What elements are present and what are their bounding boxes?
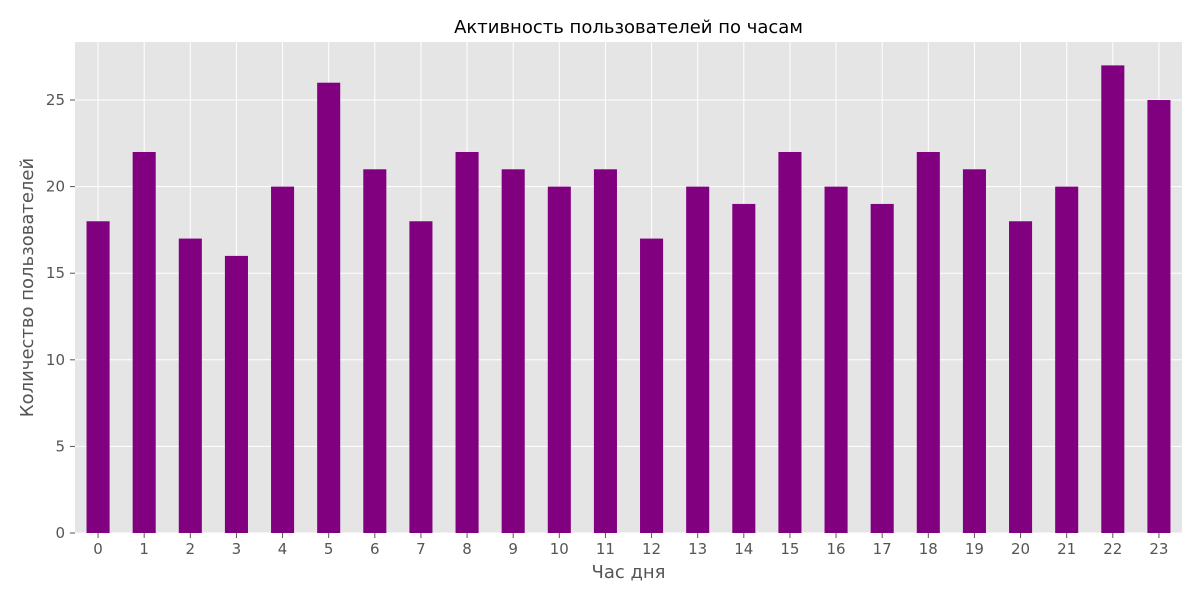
plot-area: [75, 42, 1182, 533]
x-axis-ticks: 0 1 2 3 4 5 6 7 8 9 10 11 12 13 14 15 16 17 18 19 20 21 22 23: [93, 533, 1168, 558]
x-tick-label: 10: [550, 540, 569, 558]
y-tick-label: 20: [46, 178, 65, 196]
bar: [409, 221, 433, 533]
x-tick-label: 12: [642, 540, 661, 558]
bar: [86, 221, 110, 533]
y-axis-label: Количество пользователей: [17, 158, 38, 417]
x-tick-label: 11: [596, 540, 615, 558]
x-tick-label: 13: [688, 540, 707, 558]
bar: [732, 203, 756, 533]
bar: [640, 238, 664, 534]
bar: [1009, 221, 1033, 533]
x-tick-label: 19: [965, 540, 984, 558]
x-tick-label: 2: [186, 540, 196, 558]
x-tick-label: 20: [1011, 540, 1030, 558]
x-tick-label: 21: [1057, 540, 1076, 558]
bar: [501, 169, 525, 533]
chart-title: Активность пользователей по часам: [454, 17, 803, 38]
x-tick-label: 3: [232, 540, 242, 558]
x-tick-label: 14: [734, 540, 753, 558]
x-tick-label: 23: [1149, 540, 1168, 558]
bar: [455, 151, 479, 534]
bar: [271, 186, 295, 533]
x-tick-label: 15: [780, 540, 799, 558]
y-tick-label: 10: [46, 351, 65, 369]
bar: [1101, 65, 1125, 533]
bar: [870, 203, 894, 533]
y-tick-label: 25: [46, 91, 65, 109]
x-tick-label: 4: [278, 540, 288, 558]
x-axis-label: Час дня: [591, 562, 665, 583]
bars: [86, 65, 1171, 534]
x-tick-label: 7: [416, 540, 426, 558]
x-tick-label: 1: [139, 540, 149, 558]
x-tick-label: 6: [370, 540, 380, 558]
x-tick-label: 9: [508, 540, 518, 558]
y-tick-label: 15: [46, 264, 65, 282]
x-tick-label: 0: [93, 540, 103, 558]
bar: [547, 186, 571, 533]
bar: [363, 169, 387, 533]
bar: [778, 151, 802, 534]
bar: [224, 255, 248, 534]
bar: [1055, 186, 1079, 533]
x-tick-label: 17: [873, 540, 892, 558]
x-tick-label: 18: [919, 540, 938, 558]
bar: [916, 151, 940, 534]
bar: [1147, 100, 1171, 533]
y-axis-ticks: 0 5 10 15 20 25: [46, 91, 75, 542]
y-tick-label: 0: [55, 524, 65, 542]
bar: [962, 169, 986, 533]
y-tick-label: 5: [55, 437, 65, 455]
x-tick-label: 5: [324, 540, 334, 558]
x-tick-label: 8: [462, 540, 472, 558]
bar: [593, 169, 617, 533]
bar: [686, 186, 710, 533]
bar: [317, 82, 341, 533]
bar: [132, 151, 156, 534]
x-tick-label: 22: [1103, 540, 1122, 558]
bar: [824, 186, 848, 533]
x-tick-label: 16: [827, 540, 846, 558]
bar: [178, 238, 202, 534]
